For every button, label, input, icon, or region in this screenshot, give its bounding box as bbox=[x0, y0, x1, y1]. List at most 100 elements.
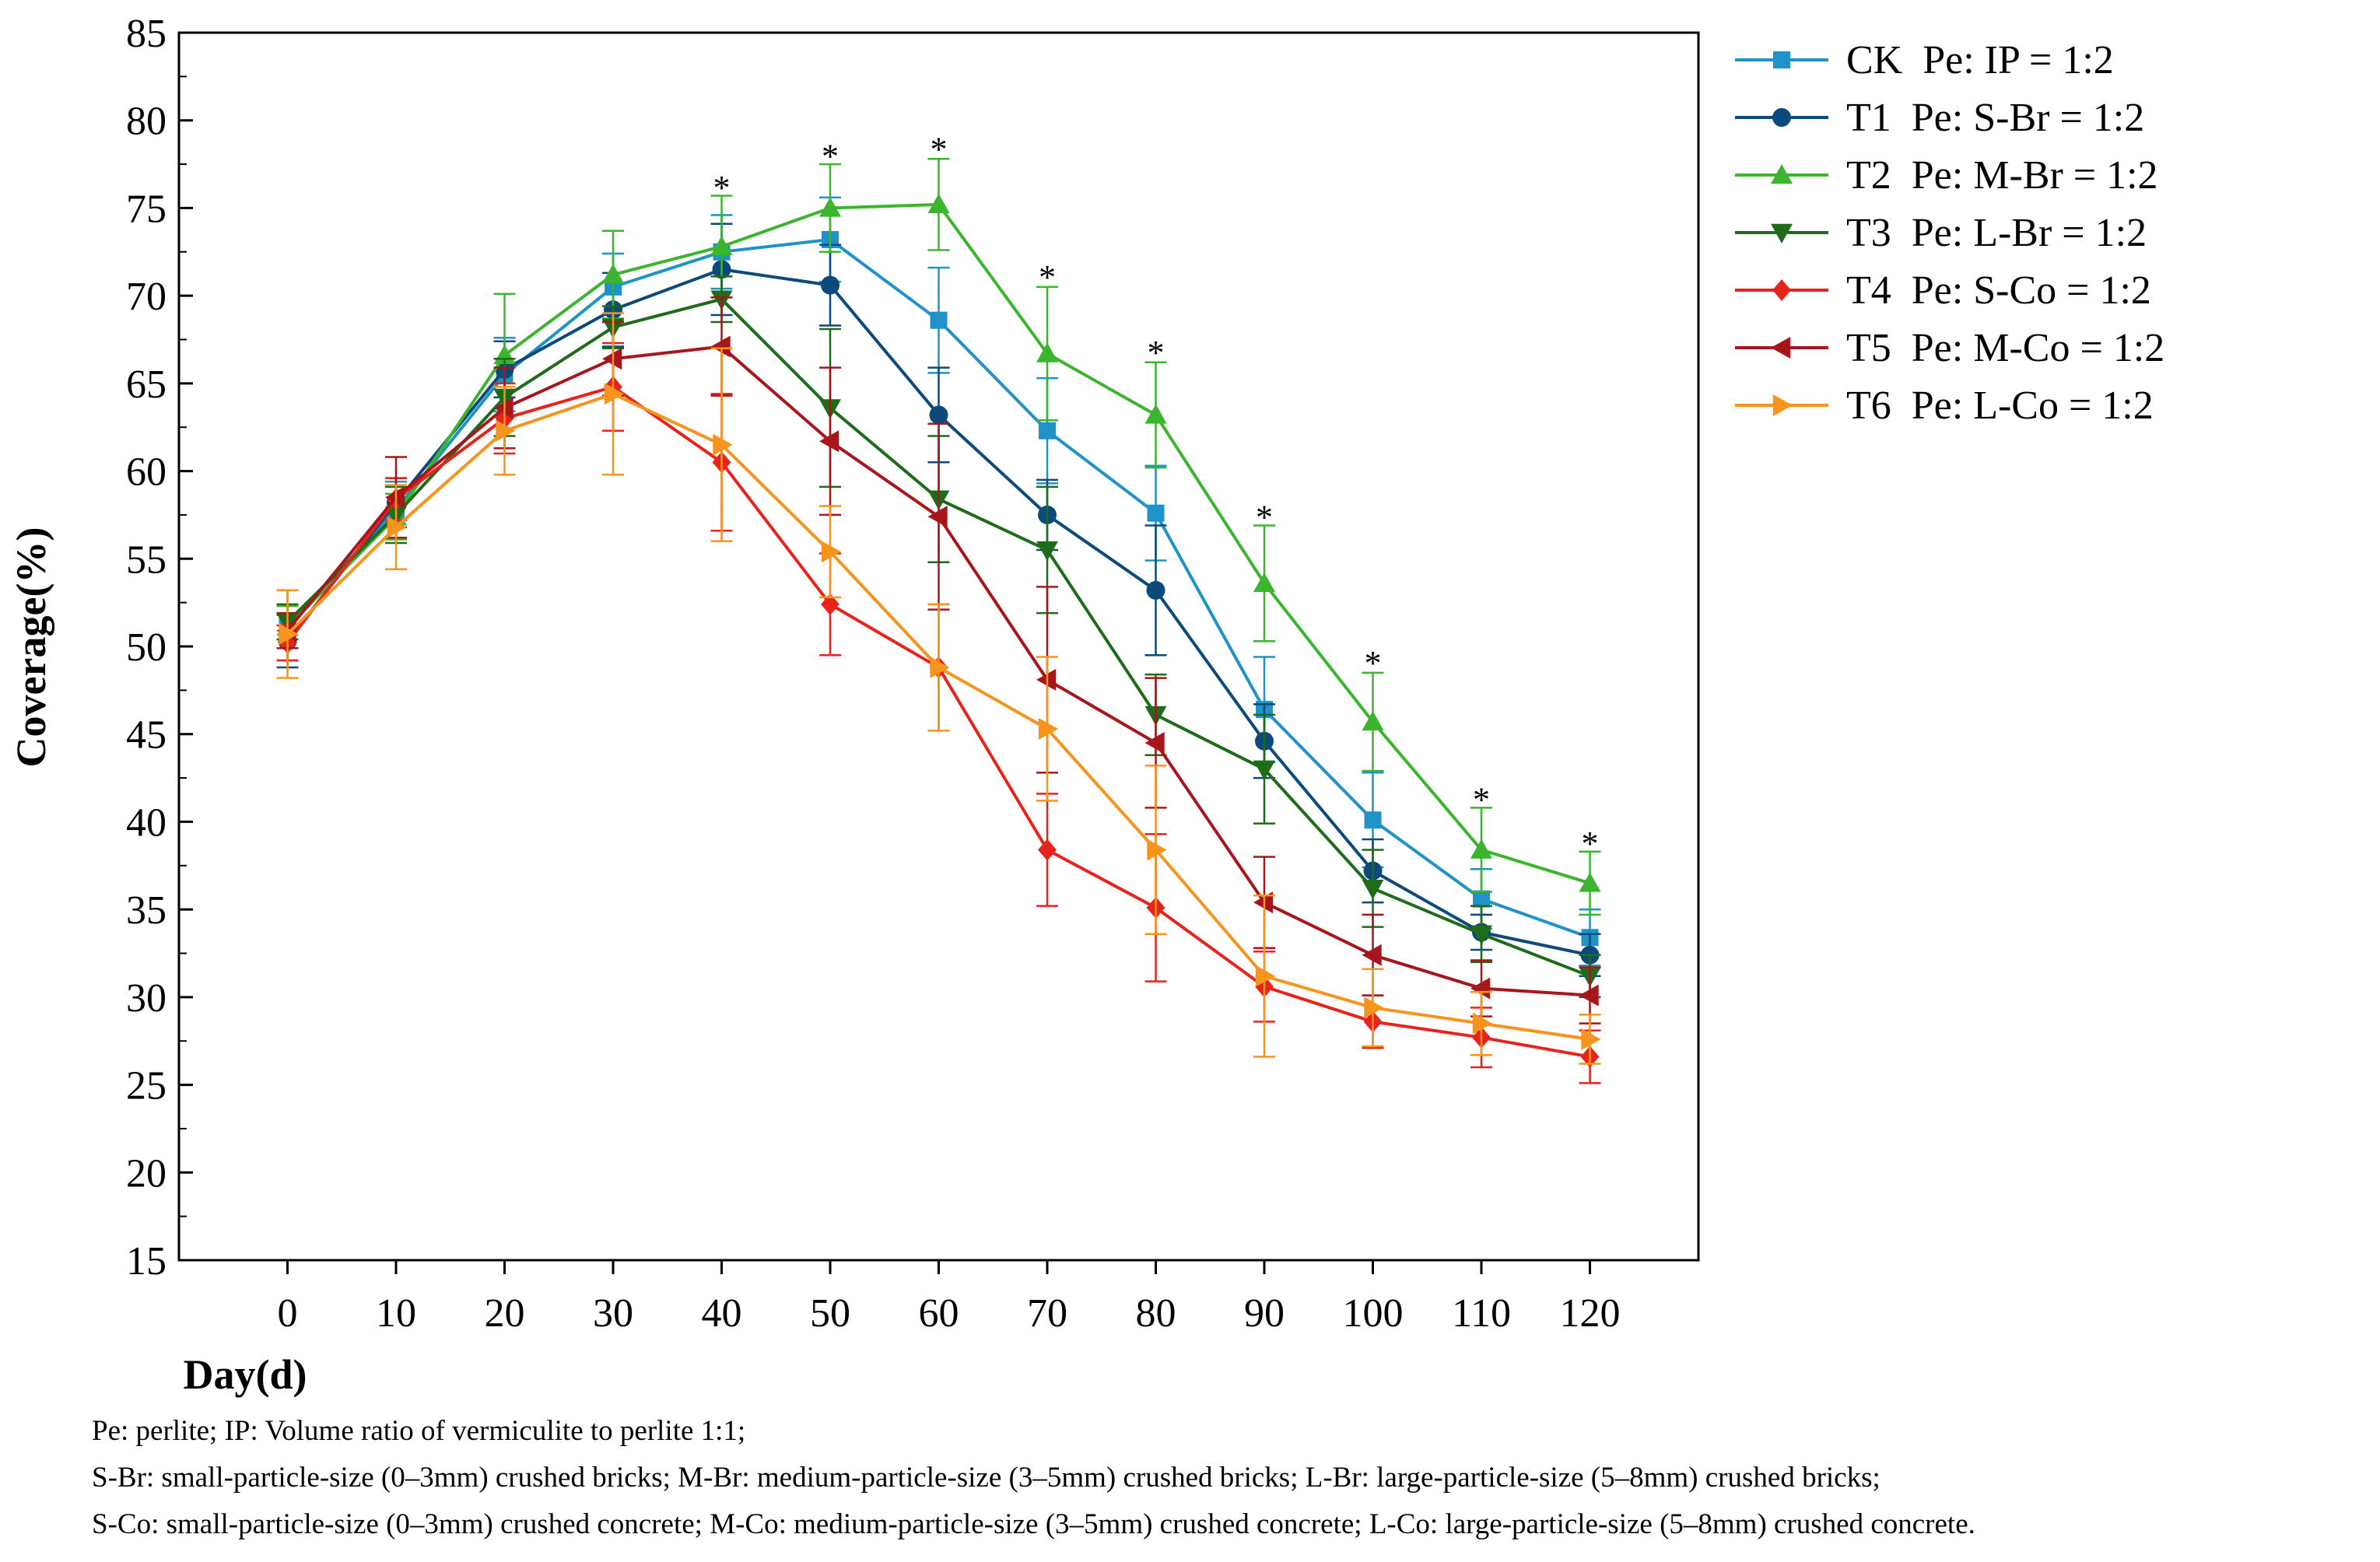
data-point bbox=[819, 430, 839, 453]
significance-mark: * bbox=[1582, 825, 1599, 863]
data-point bbox=[1362, 710, 1384, 731]
data-point bbox=[496, 419, 516, 442]
data-point bbox=[930, 657, 950, 679]
data-point bbox=[1036, 541, 1058, 562]
x-tick-label: 60 bbox=[919, 1291, 959, 1336]
x-tick-label: 90 bbox=[1244, 1291, 1285, 1336]
data-point bbox=[602, 348, 622, 370]
significance-mark: * bbox=[1148, 334, 1165, 372]
significance-mark: * bbox=[1365, 644, 1382, 682]
legend-item: T3 Pe: L-Br = 1:2 bbox=[1731, 204, 2164, 261]
significance-marks: * * * * * * * * * bbox=[713, 130, 1599, 863]
x-tick-label: 50 bbox=[810, 1291, 850, 1336]
x-tick-label: 120 bbox=[1560, 1291, 1621, 1336]
y-tick-label: 60 bbox=[126, 450, 166, 495]
legend-swatch bbox=[1735, 337, 1828, 359]
x-tick-label: 30 bbox=[593, 1291, 633, 1336]
significance-mark: * bbox=[931, 130, 948, 168]
data-point bbox=[821, 593, 839, 615]
legend-marker bbox=[1772, 279, 1791, 301]
y-tick-label: 50 bbox=[126, 625, 166, 670]
data-point bbox=[929, 405, 948, 425]
chart-legend: CK Pe: IP = 1:2 T1 Pe: S-Br = 1:2 T2 Pe: M… bbox=[1731, 31, 2164, 434]
y-tick-label: 45 bbox=[126, 713, 166, 758]
data-point bbox=[1144, 731, 1165, 754]
legend-label: T4 Pe: S-Co = 1:2 bbox=[1846, 268, 2151, 313]
significance-mark: * bbox=[713, 169, 731, 207]
x-tick-label: 110 bbox=[1452, 1291, 1511, 1336]
x-tick-label: 20 bbox=[485, 1291, 525, 1336]
data-point bbox=[1253, 891, 1274, 914]
legend-item: T4 Pe: S-Co = 1:2 bbox=[1731, 261, 2164, 319]
y-tick-label: 35 bbox=[126, 888, 166, 933]
legend-item: T5 Pe: M-Co = 1:2 bbox=[1731, 319, 2164, 376]
data-point bbox=[1038, 717, 1058, 740]
data-point bbox=[493, 397, 514, 419]
legend-marker bbox=[1772, 108, 1791, 127]
legend-marker bbox=[1772, 394, 1793, 416]
y-axis-title: Coverage(%) bbox=[8, 527, 54, 768]
y-tick-label: 25 bbox=[126, 1064, 166, 1108]
data-point bbox=[604, 383, 624, 405]
legend-marker bbox=[1771, 337, 1791, 359]
legend-swatch bbox=[1735, 108, 1828, 127]
legend-item: T6 Pe: L-Co = 1:2 bbox=[1731, 376, 2164, 434]
legend-marker bbox=[1771, 223, 1793, 243]
data-point bbox=[1472, 1012, 1492, 1035]
data-point bbox=[1364, 996, 1384, 1019]
x-axis-title: Day(d) bbox=[184, 1351, 307, 1398]
data-point bbox=[385, 486, 405, 509]
x-tick-label: 100 bbox=[1343, 1291, 1404, 1336]
data-point bbox=[1581, 1028, 1601, 1050]
data-point bbox=[1362, 944, 1382, 966]
y-tick-label: 20 bbox=[126, 1151, 166, 1196]
y-tick-label: 75 bbox=[126, 187, 166, 231]
legend-label: CK Pe: IP = 1:2 bbox=[1846, 37, 2114, 82]
y-tick-label: 65 bbox=[126, 362, 166, 407]
legend-swatch bbox=[1735, 164, 1828, 184]
legend-marker bbox=[1771, 164, 1793, 184]
data-point bbox=[1253, 572, 1275, 593]
data-point bbox=[1470, 839, 1492, 859]
data-point bbox=[1362, 879, 1384, 900]
footnote-line-2: S-Br: small-particle-size (0–3mm) crushe… bbox=[92, 1462, 1881, 1494]
data-point bbox=[1470, 977, 1491, 1000]
footnote-line-1: Pe: perlite; IP: Volume ratio of vermicu… bbox=[92, 1415, 746, 1447]
legend-swatch bbox=[1735, 394, 1828, 416]
x-axis: 0 10 20 30 40 50 60 70 80 90 100 110 120 bbox=[278, 1260, 1621, 1336]
x-tick-label: 70 bbox=[1027, 1291, 1067, 1336]
legend-label: T3 Pe: L-Br = 1:2 bbox=[1846, 210, 2147, 255]
data-point bbox=[279, 623, 299, 646]
y-axis: 15 20 25 30 35 40 45 50 55 60 65 70 75 80 85 bbox=[126, 12, 193, 1284]
data-point bbox=[602, 264, 624, 284]
data-point bbox=[1579, 984, 1599, 1007]
x-tick-label: 80 bbox=[1136, 1291, 1176, 1336]
data-point bbox=[1364, 811, 1382, 829]
legend-swatch bbox=[1735, 51, 1828, 68]
x-tick-label: 0 bbox=[278, 1291, 298, 1336]
legend-label: T1 Pe: S-Br = 1:2 bbox=[1846, 95, 2145, 140]
data-point bbox=[713, 433, 733, 456]
legend-item: T2 Pe: M-Br = 1:2 bbox=[1731, 146, 2164, 204]
data-point bbox=[1470, 925, 1492, 945]
y-tick-label: 40 bbox=[126, 800, 166, 845]
data-point bbox=[710, 335, 731, 358]
data-point bbox=[819, 197, 841, 217]
data-point bbox=[1144, 404, 1167, 424]
y-tick-label: 70 bbox=[126, 275, 166, 319]
legend-label: T6 Pe: L-Co = 1:2 bbox=[1846, 383, 2154, 428]
legend-swatch bbox=[1735, 279, 1828, 301]
data-point bbox=[1253, 760, 1275, 780]
significance-mark: * bbox=[1256, 499, 1273, 537]
y-tick-label: 55 bbox=[126, 538, 166, 582]
data-point bbox=[387, 516, 407, 538]
y-tick-label: 30 bbox=[126, 976, 166, 1021]
data-point bbox=[1036, 342, 1058, 362]
data-point bbox=[1473, 890, 1490, 908]
significance-mark: * bbox=[1473, 781, 1490, 819]
data-point bbox=[1147, 839, 1167, 861]
data-point bbox=[927, 506, 948, 528]
data-point bbox=[1036, 668, 1057, 691]
legend-marker bbox=[1773, 51, 1790, 68]
